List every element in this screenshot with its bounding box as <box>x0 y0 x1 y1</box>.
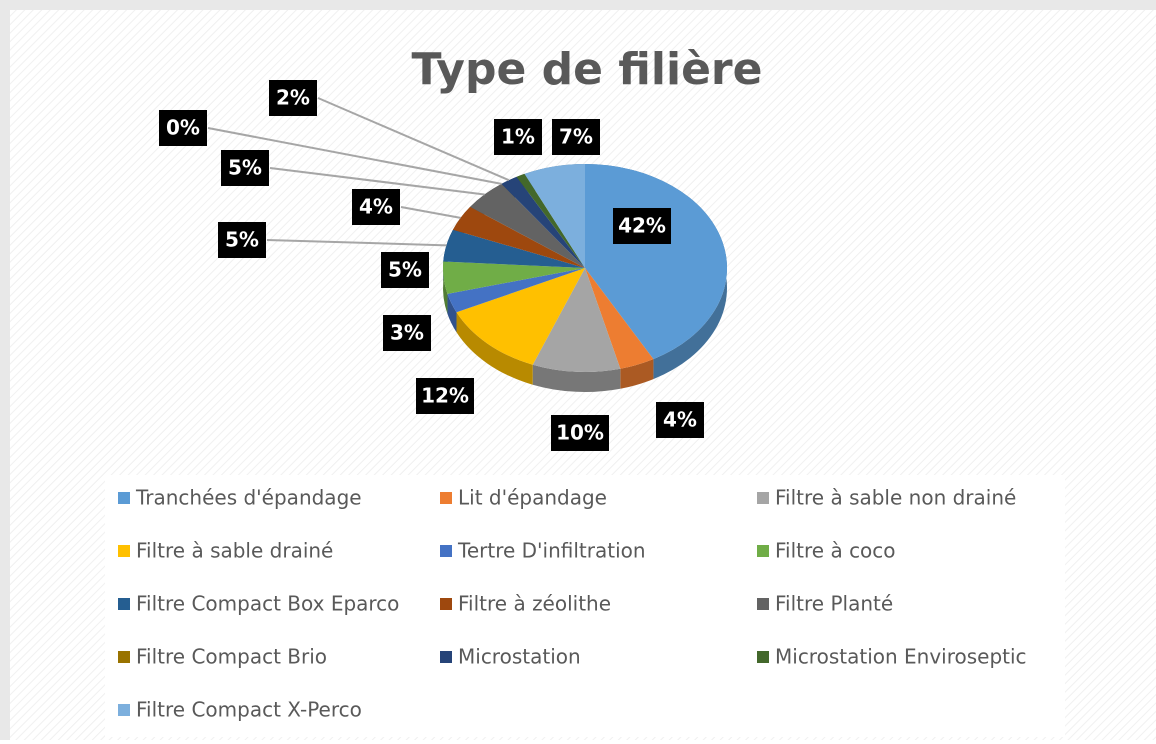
slice <box>585 268 654 369</box>
data-label-box <box>269 80 317 116</box>
chart-title: Type de filière <box>412 44 763 95</box>
data-label: 4% <box>663 408 697 432</box>
legend-marker <box>757 598 769 610</box>
data-label-box <box>221 150 269 186</box>
data-label: 1% <box>501 125 535 149</box>
legend-label: Filtre à coco <box>775 539 896 563</box>
data-label-box <box>352 189 400 225</box>
legend-label: Filtre à sable drainé <box>136 539 333 563</box>
data-label-box <box>381 252 429 288</box>
legend-label: Tertre D'infiltration <box>457 539 646 563</box>
data-label: 10% <box>556 421 604 445</box>
legend-marker <box>757 651 769 663</box>
slice <box>516 173 585 268</box>
slice <box>452 206 585 268</box>
slice-side <box>447 293 457 333</box>
legend-marker <box>757 492 769 504</box>
slice <box>447 268 585 313</box>
slice <box>442 261 585 294</box>
slice <box>443 229 585 268</box>
data-label: 7% <box>559 125 593 149</box>
legend-label: Microstation <box>458 645 581 669</box>
leader-line <box>317 97 510 182</box>
slice-side <box>442 261 448 314</box>
legend-label: Filtre à sable non drainé <box>775 486 1016 510</box>
leader-line <box>266 239 447 247</box>
data-label-box <box>552 119 600 155</box>
data-label: 0% <box>166 116 200 140</box>
legend-label: Filtre Compact Box Eparco <box>136 592 399 616</box>
leader-line <box>400 206 461 219</box>
data-label-box <box>494 119 542 155</box>
slice <box>524 164 585 268</box>
legend-label: Lit d'épandage <box>458 486 607 510</box>
data-label: 12% <box>421 384 469 408</box>
data-label-box <box>416 378 474 414</box>
slice <box>470 183 585 268</box>
leader-line <box>269 167 485 196</box>
slice <box>501 176 585 268</box>
data-label: 5% <box>228 156 262 180</box>
data-label: 3% <box>390 321 424 345</box>
slice <box>456 268 585 365</box>
legend-marker <box>440 545 452 557</box>
legend-marker <box>440 598 452 610</box>
data-label-box <box>218 222 266 258</box>
legend-marker <box>118 651 130 663</box>
leader-line <box>207 127 502 185</box>
data-label: 4% <box>359 195 393 219</box>
legend-marker <box>118 704 130 716</box>
legend-marker <box>757 545 769 557</box>
legend-marker <box>118 545 130 557</box>
legend-box <box>105 475 1065 737</box>
legend-label: Filtre Planté <box>775 592 893 616</box>
data-label: 5% <box>388 258 422 282</box>
slice <box>532 268 621 372</box>
slice-side <box>620 359 654 389</box>
data-label-box <box>551 415 609 451</box>
legend-marker <box>440 492 452 504</box>
data-label-box <box>159 110 207 146</box>
legend-label: Filtre Compact X-Perco <box>136 698 362 722</box>
slice-side <box>532 364 621 392</box>
data-label-box <box>613 208 671 244</box>
legend-marker <box>118 598 130 610</box>
slice-side <box>456 312 533 385</box>
data-label: 5% <box>225 228 259 252</box>
legend-label: Filtre à zéolithe <box>458 592 611 616</box>
legend-label: Tranchées d'épandage <box>135 486 362 510</box>
legend-label: Filtre Compact Brio <box>136 645 327 669</box>
legend-marker <box>118 492 130 504</box>
data-label-box <box>656 402 704 438</box>
data-label: 42% <box>618 214 666 238</box>
legend-marker <box>440 651 452 663</box>
data-label: 2% <box>276 86 310 110</box>
data-label-box <box>383 315 431 351</box>
legend-label: Microstation Enviroseptic <box>775 645 1027 669</box>
